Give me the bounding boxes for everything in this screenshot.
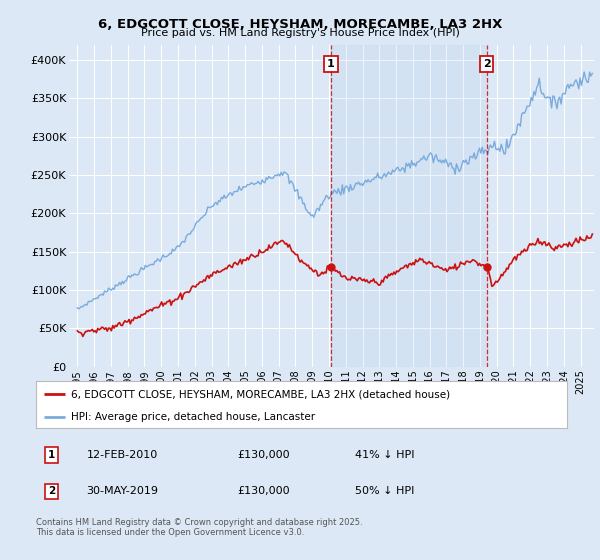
Text: HPI: Average price, detached house, Lancaster: HPI: Average price, detached house, Lanc… [71,412,314,422]
Text: £130,000: £130,000 [238,486,290,496]
Text: 50% ↓ HPI: 50% ↓ HPI [355,486,414,496]
Text: 6, EDGCOTT CLOSE, HEYSHAM, MORECAMBE, LA3 2HX (detached house): 6, EDGCOTT CLOSE, HEYSHAM, MORECAMBE, LA… [71,389,449,399]
Text: 30-MAY-2019: 30-MAY-2019 [86,486,158,496]
Text: 6, EDGCOTT CLOSE, HEYSHAM, MORECAMBE, LA3 2HX: 6, EDGCOTT CLOSE, HEYSHAM, MORECAMBE, LA… [98,18,502,31]
Bar [331,45,487,367]
Text: 2: 2 [483,59,491,69]
Text: 2: 2 [47,486,55,496]
Text: £130,000: £130,000 [238,450,290,460]
Text: 1: 1 [47,450,55,460]
Text: Price paid vs. HM Land Registry's House Price Index (HPI): Price paid vs. HM Land Registry's House … [140,28,460,38]
Text: 12-FEB-2010: 12-FEB-2010 [86,450,158,460]
Text: 1: 1 [327,59,335,69]
Text: 41% ↓ HPI: 41% ↓ HPI [355,450,414,460]
Text: Contains HM Land Registry data © Crown copyright and database right 2025.
This d: Contains HM Land Registry data © Crown c… [36,518,362,538]
